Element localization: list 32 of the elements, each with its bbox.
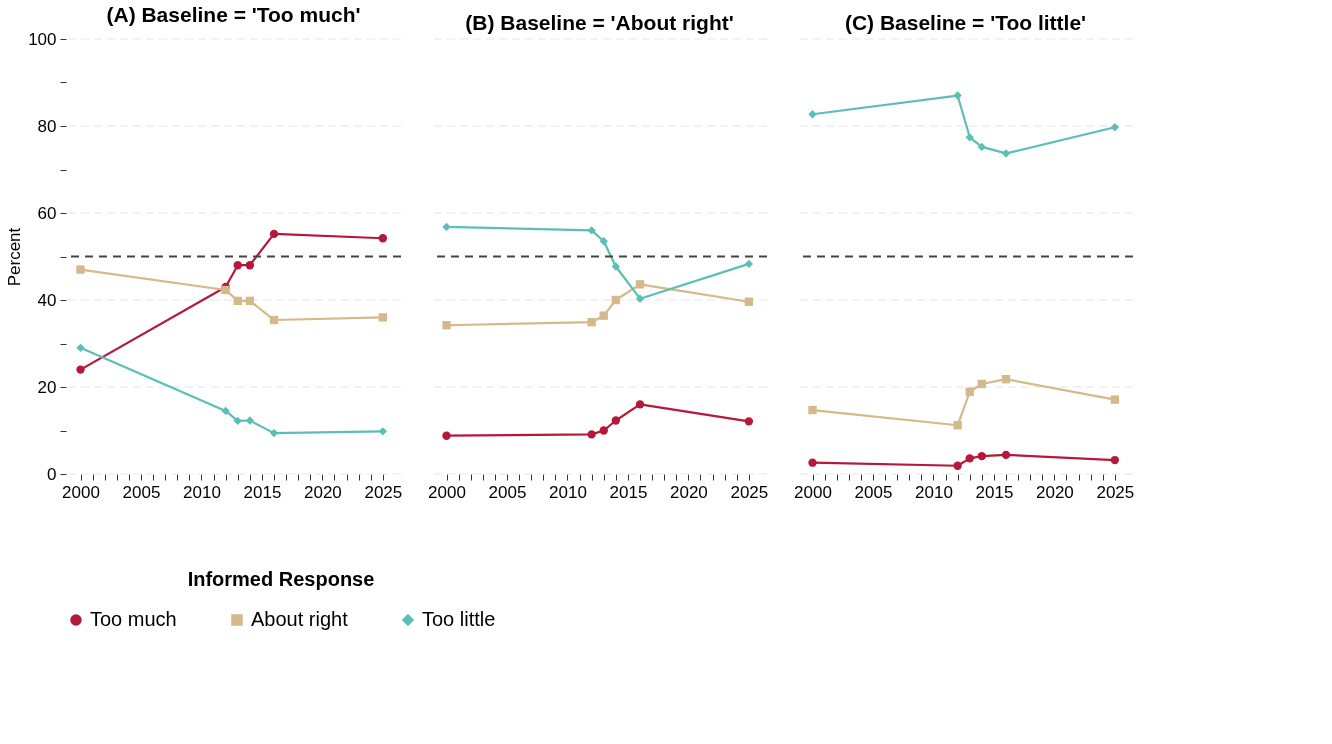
x-tick-label: 2010 — [183, 482, 221, 502]
legend-label: Too little — [422, 608, 496, 630]
chart-title: (B) Baseline = 'About right' — [465, 11, 734, 35]
x-tick-label: 2005 — [122, 482, 161, 502]
legend-title: Informed Response — [187, 568, 375, 590]
x-tick-label: 2025 — [364, 482, 403, 502]
y-tick-label: 20 — [37, 377, 57, 397]
y-tick-label: 80 — [37, 116, 57, 136]
x-tick-label: 2020 — [303, 482, 342, 502]
x-tick-label: 2010 — [549, 482, 587, 502]
y-axis-title: Percent — [5, 227, 25, 287]
x-tick-label: 2000 — [428, 482, 466, 502]
y-tick-label: 60 — [37, 203, 57, 223]
x-tick-label: 2015 — [243, 482, 282, 502]
x-tick-label: 2000 — [62, 482, 100, 502]
x-tick-label: 2005 — [854, 482, 893, 502]
y-tick-label: 0 — [47, 464, 57, 484]
x-tick-label: 2025 — [730, 482, 769, 502]
x-tick-label: 2000 — [794, 482, 832, 502]
chart-title: (C) Baseline = 'Too little' — [844, 11, 1087, 35]
x-tick-label: 2005 — [488, 482, 527, 502]
y-tick-label: 40 — [37, 290, 57, 310]
x-tick-label: 2015 — [975, 482, 1014, 502]
legend-label: Too much — [90, 608, 177, 630]
y-tick-label: 100 — [28, 29, 57, 49]
x-tick-label: 2010 — [915, 482, 953, 502]
x-tick-label: 2025 — [1096, 482, 1135, 502]
x-tick-label: 2020 — [669, 482, 708, 502]
x-tick-label: 2015 — [609, 482, 648, 502]
legend-label: About right — [251, 608, 349, 630]
chart-title: (A) Baseline = 'Too much' — [106, 3, 361, 26]
x-tick-label: 2020 — [1035, 482, 1074, 502]
